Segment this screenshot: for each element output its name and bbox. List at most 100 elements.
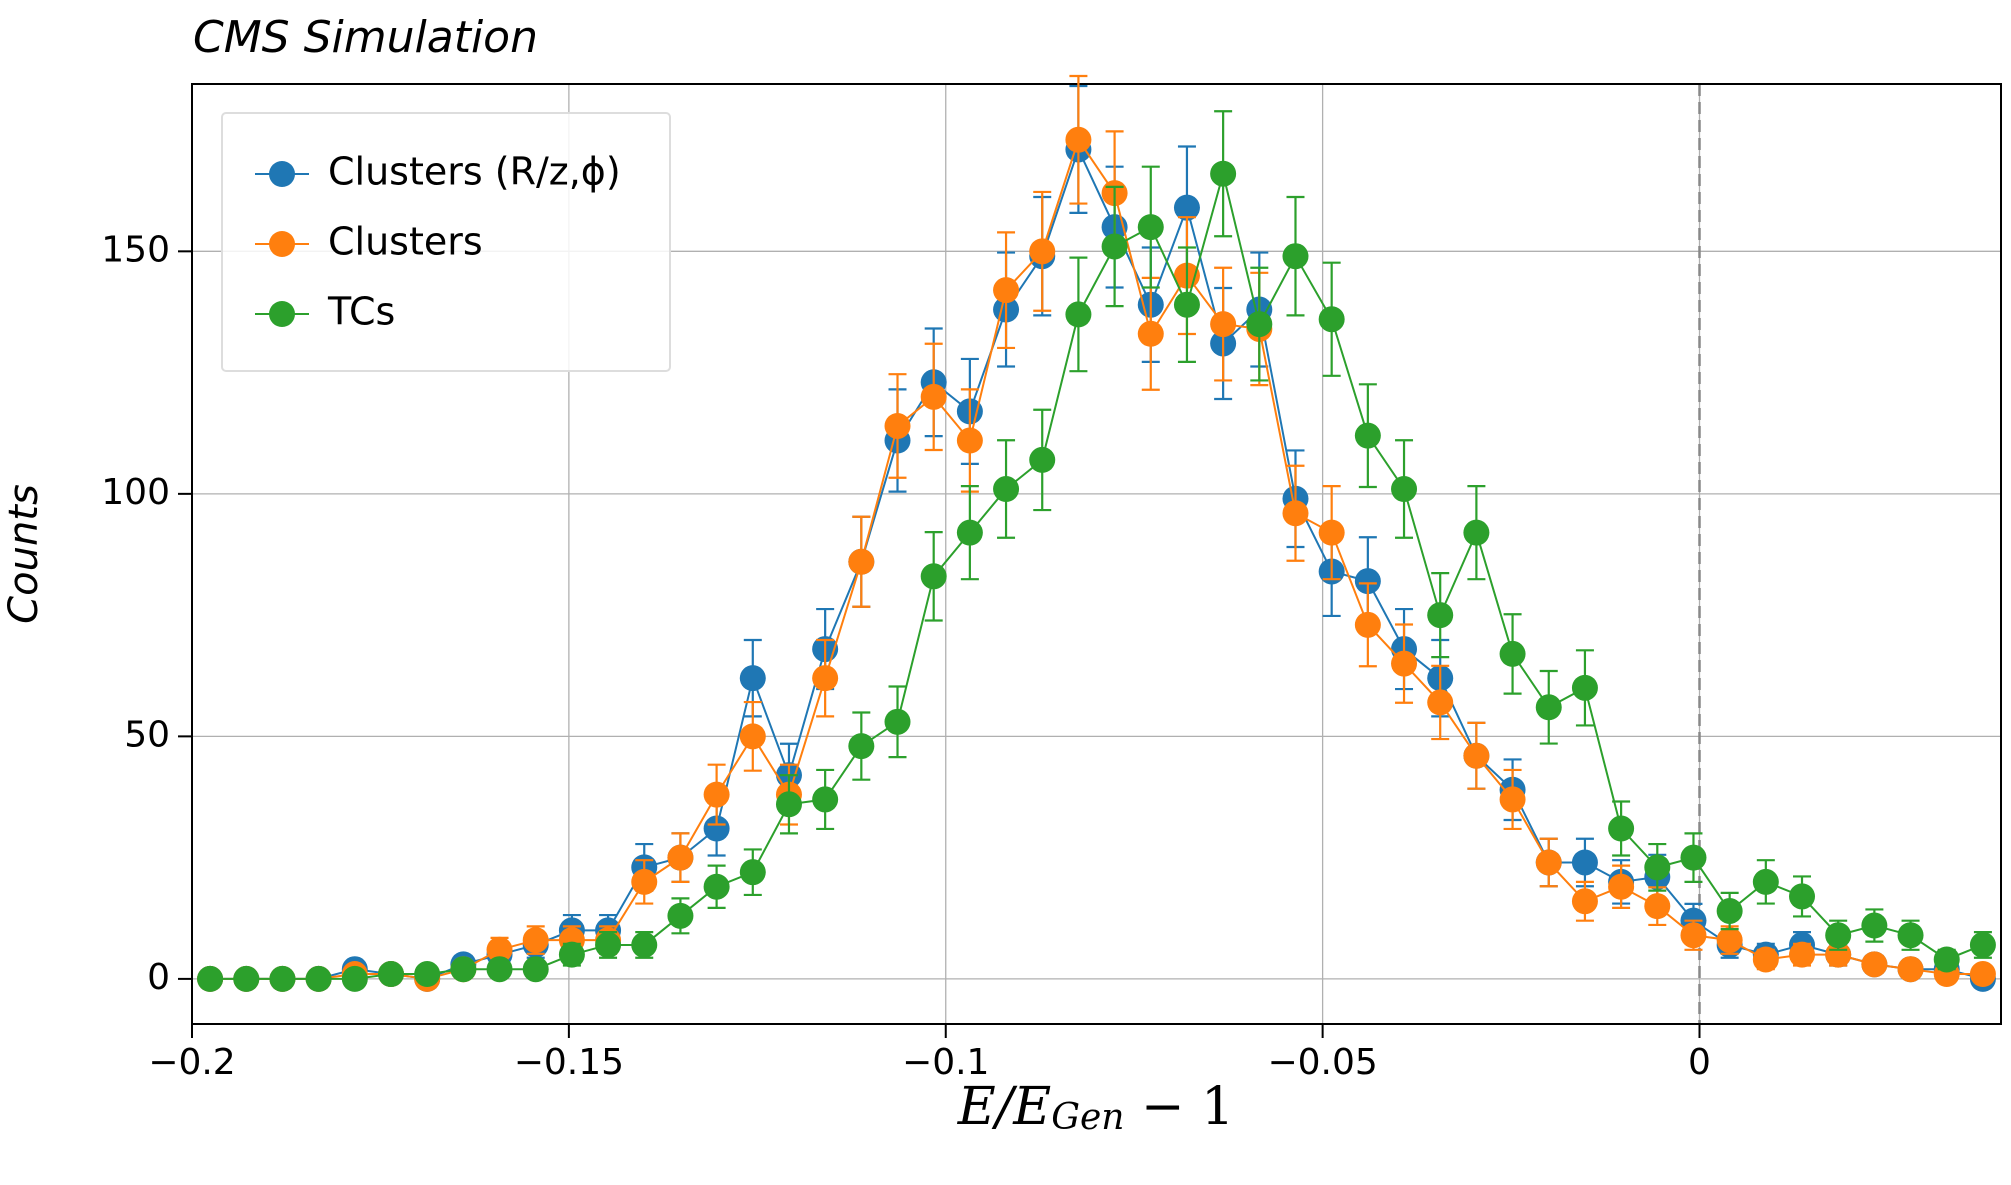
legend-label: TCs [327, 290, 395, 334]
data-point [1571, 888, 1598, 915]
y-tick-label: 150 [101, 229, 170, 270]
data-point [920, 383, 947, 410]
data-point [848, 548, 875, 575]
data-point [1535, 849, 1562, 876]
data-point [993, 277, 1020, 304]
x-label-main: E/E [957, 1077, 1051, 1137]
data-point [884, 708, 911, 735]
data-point [1969, 961, 1996, 988]
data-point [1173, 194, 1200, 221]
legend-marker [269, 231, 295, 257]
data-point [1354, 568, 1381, 595]
data-point [631, 931, 658, 958]
x-tick-label: −0.15 [514, 1042, 624, 1083]
data-point [884, 412, 911, 439]
data-point [739, 723, 766, 750]
x-tick-label: −0.1 [902, 1042, 989, 1083]
data-point [522, 927, 549, 954]
data-point [703, 873, 730, 900]
data-point [1897, 956, 1924, 983]
data-point [1137, 320, 1164, 347]
data-point [703, 815, 730, 842]
data-point [812, 665, 839, 692]
data-point [1571, 674, 1598, 701]
data-point [197, 965, 224, 992]
data-point [1861, 912, 1888, 939]
data-point [1065, 301, 1092, 328]
data-point [1246, 311, 1273, 338]
data-point [1680, 922, 1707, 949]
data-point [522, 956, 549, 983]
data-point [812, 786, 839, 813]
data-point [703, 781, 730, 808]
y-tick-label: 100 [101, 472, 170, 513]
data-point [486, 936, 513, 963]
data-point [1789, 883, 1816, 910]
data-point [1210, 160, 1237, 187]
data-point [1210, 311, 1237, 338]
data-point [1789, 941, 1816, 968]
x-tick-label: −0.05 [1267, 1042, 1377, 1083]
data-point [667, 844, 694, 871]
data-point [739, 665, 766, 692]
data-point [1427, 602, 1454, 629]
data-point [1969, 931, 1996, 958]
x-tick-label: 0 [1688, 1042, 1711, 1083]
data-point [956, 427, 983, 454]
data-point [486, 956, 513, 983]
data-point [1825, 941, 1852, 968]
data-point [269, 965, 296, 992]
data-point [775, 791, 802, 818]
data-point [1608, 873, 1635, 900]
x-label-sub: Gen [1051, 1097, 1124, 1138]
data-point [993, 476, 1020, 503]
data-point [739, 859, 766, 886]
data-point [1354, 422, 1381, 449]
data-point [667, 902, 694, 929]
data-point [1933, 946, 1960, 973]
data-point [1752, 946, 1779, 973]
plot-frame [191, 83, 2002, 1025]
legend-label: Clusters (R/z,ϕ) [328, 150, 621, 194]
legend-box [221, 112, 671, 372]
data-point [377, 961, 404, 988]
data-point [1716, 897, 1743, 924]
data-point [1318, 519, 1345, 546]
data-point [1173, 291, 1200, 318]
data-point [1427, 689, 1454, 716]
data-point [848, 733, 875, 760]
data-point [1571, 849, 1598, 876]
data-point [1535, 694, 1562, 721]
data-point [341, 965, 368, 992]
data-point [1644, 854, 1671, 881]
data-point [1608, 815, 1635, 842]
data-point [956, 519, 983, 546]
data-point [1897, 922, 1924, 949]
data-point [1499, 640, 1526, 667]
data-point [1101, 233, 1128, 260]
data-point [1391, 476, 1418, 503]
legend-label: Clusters [328, 220, 483, 264]
x-tick-label: −0.2 [148, 1042, 235, 1083]
data-point [1463, 742, 1490, 769]
y-tick-label: 50 [124, 714, 170, 755]
series [197, 110, 1996, 992]
data-point [1680, 844, 1707, 871]
data-point [1029, 446, 1056, 473]
data-point [1499, 786, 1526, 813]
data-point [1644, 893, 1671, 920]
data-point [1318, 306, 1345, 333]
data-point [1282, 243, 1309, 270]
data-point [1391, 650, 1418, 677]
data-point [1716, 927, 1743, 954]
data-point [1137, 214, 1164, 241]
data-point [1029, 238, 1056, 265]
data-point [305, 965, 332, 992]
legend-marker [269, 161, 295, 187]
y-tick-label: 0 [147, 957, 170, 998]
chart-title: CMS Simulation [193, 12, 538, 63]
data-point [595, 931, 622, 958]
data-point [1861, 951, 1888, 978]
y-axis-label: Counts [1, 484, 47, 624]
